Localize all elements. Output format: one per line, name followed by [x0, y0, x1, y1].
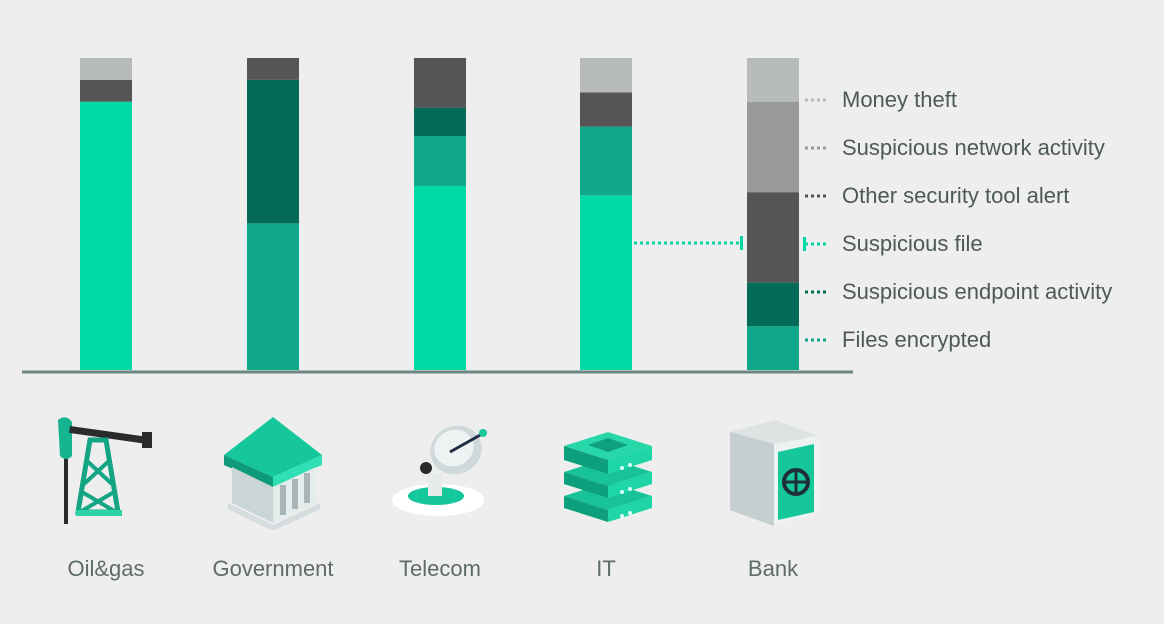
server-stack-icon [564, 432, 652, 522]
bank-safe-icon [730, 420, 818, 526]
bar-segment-government-suspicious-endpoint-activity [247, 79, 299, 224]
connector-cap [740, 236, 743, 250]
bar-segment-government-files-encrypted [247, 223, 299, 370]
bar-segment-bank-money-theft [747, 58, 799, 102]
category-label-bank: Bank [747, 556, 799, 581]
legend-label-other-security-tool-alert: Other security tool alert [842, 183, 1070, 208]
bar-segment-it-other-security-tool-alert [580, 92, 632, 127]
bar-segment-bank-files-encrypted [747, 326, 799, 370]
legend-label-suspicious-file: Suspicious file [842, 231, 983, 256]
bar-segment-government-other-security-tool-alert [247, 58, 299, 80]
category-label-telecom: Telecom [399, 556, 481, 581]
legend-label-suspicious-network-activity: Suspicious network activity [842, 135, 1105, 160]
satellite-dish-icon [392, 425, 487, 516]
legend-marker-cap [803, 237, 806, 251]
category-label-oil-gas: Oil&gas [67, 556, 145, 581]
category-label-it: IT [596, 556, 616, 581]
bar-segment-oil-gas-suspicious-file [80, 101, 132, 371]
legend-markers [803, 98, 829, 342]
bar-segment-bank-other-security-tool-alert [747, 192, 799, 283]
bar-segment-oil-gas-other-security-tool-alert [80, 79, 132, 102]
bar-segment-bank-suspicious-network-activity [747, 101, 799, 193]
bar-segment-telecom-suspicious-file [414, 185, 466, 370]
bars-group [80, 58, 799, 371]
bar-segment-oil-gas-money-theft [80, 58, 132, 80]
legend-label-suspicious-endpoint-activity: Suspicious endpoint activity [842, 279, 1113, 304]
bar-segment-telecom-suspicious-endpoint-activity [414, 107, 466, 136]
bar-segment-it-suspicious-file [580, 195, 632, 370]
legend-label-money-theft: Money theft [842, 87, 957, 112]
suspicious-file-connector [634, 236, 743, 250]
oil-pump-icon [58, 417, 152, 524]
bar-segment-bank-suspicious-endpoint-activity [747, 282, 799, 327]
bar-segment-it-files-encrypted [580, 126, 632, 196]
legend-label-files-encrypted: Files encrypted [842, 327, 992, 352]
bar-segment-telecom-files-encrypted [414, 136, 466, 186]
government-building-icon [224, 417, 322, 530]
bar-segment-it-money-theft [580, 58, 632, 93]
category-label-government: Government [212, 556, 334, 581]
bar-segment-telecom-other-security-tool-alert [414, 58, 466, 108]
